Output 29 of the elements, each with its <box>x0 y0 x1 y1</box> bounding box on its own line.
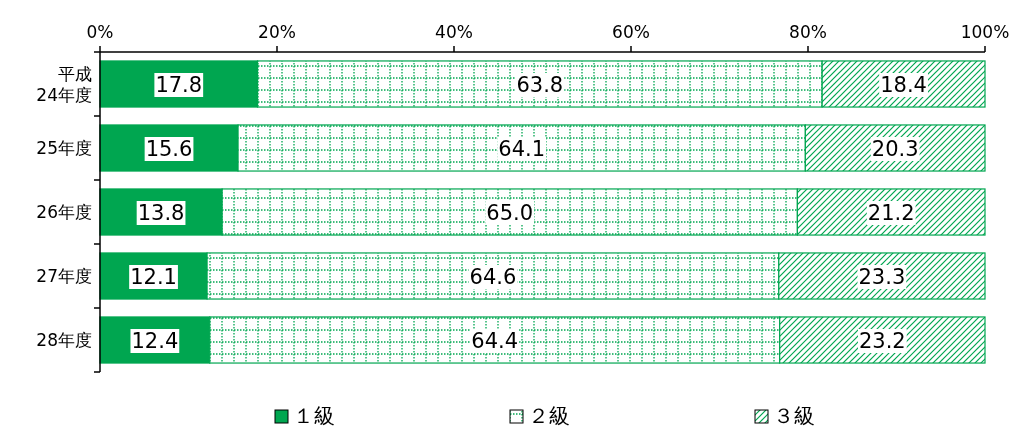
data-label: 65.0 <box>486 201 534 225</box>
y-tick-label: 平成 24年度 <box>36 63 92 105</box>
data-label: 20.3 <box>871 137 919 161</box>
data-label: 17.8 <box>155 73 203 97</box>
data-label: 23.2 <box>858 329 906 353</box>
legend-label: ２級 <box>528 404 570 428</box>
data-label: 63.8 <box>516 73 564 97</box>
data-label: 13.8 <box>137 201 185 225</box>
y-tick-label: 26年度 <box>36 202 92 222</box>
data-label: 15.6 <box>145 137 193 161</box>
x-tick-label: 40% <box>435 22 473 42</box>
x-tick-label: 0% <box>86 22 114 42</box>
legend-label: ３級 <box>773 404 815 428</box>
data-label: 21.2 <box>867 201 915 225</box>
x-tick-label: 100% <box>960 22 1010 42</box>
data-label: 12.1 <box>130 265 177 289</box>
x-tick-label: 20% <box>258 22 296 42</box>
data-label: 18.4 <box>880 73 927 97</box>
y-tick-label: 27年度 <box>36 266 92 286</box>
data-label: 23.3 <box>858 265 906 289</box>
x-tick-label: 60% <box>612 22 650 42</box>
y-tick-label: 25年度 <box>36 138 92 158</box>
data-label: 64.1 <box>498 137 546 161</box>
data-label: 64.6 <box>469 265 517 289</box>
data-label: 64.4 <box>471 329 519 353</box>
y-tick-label: 28年度 <box>36 330 92 350</box>
legend-label: １級 <box>293 404 335 428</box>
data-label: 12.4 <box>131 329 179 353</box>
x-tick-label: 80% <box>789 22 827 42</box>
